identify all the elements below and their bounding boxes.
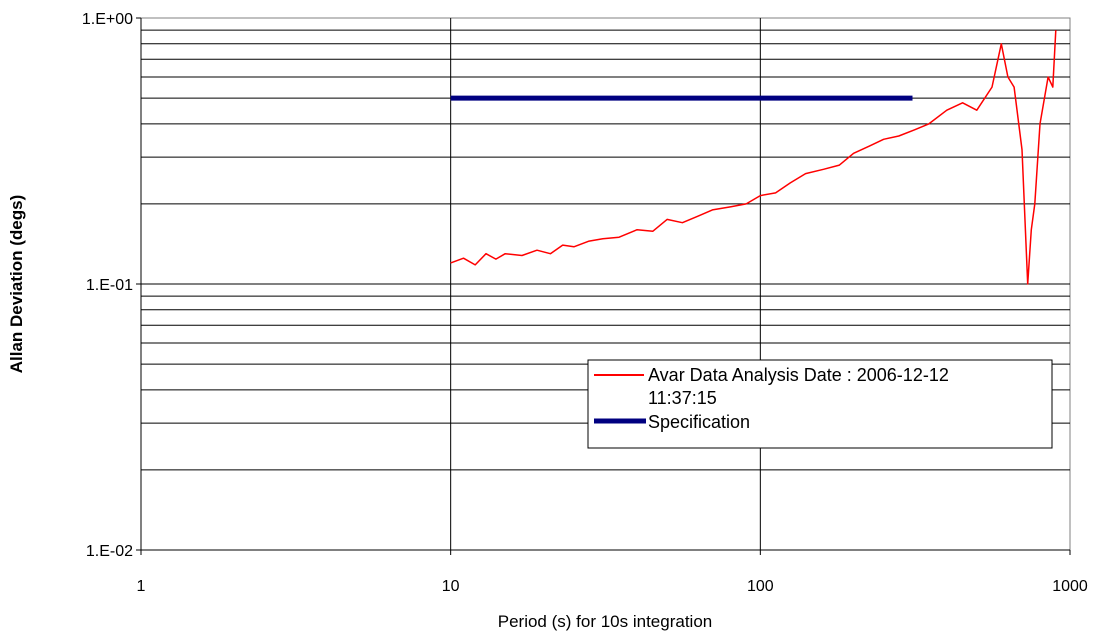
x-tick-label: 1000 (1052, 578, 1088, 595)
legend-label-specification: Specification (648, 412, 750, 432)
y-tick-label: 1.E-01 (86, 277, 133, 294)
legend-label-avar-line2: 11:37:15 (648, 388, 717, 408)
legend-label-avar-line1: Avar Data Analysis Date : 2006-12-12 (648, 365, 949, 385)
y-axis-title: Allan Deviation (degs) (7, 195, 26, 374)
x-tick-labels: 1 10 100 1000 (137, 550, 1088, 595)
avar-data-line (450, 30, 1057, 285)
x-tick-label: 10 (442, 578, 460, 595)
x-axis-title: Period (s) for 10s integration (498, 612, 713, 631)
grid-lines (140, 18, 1070, 551)
x-tick-label: 1 (137, 578, 146, 595)
y-tick-label: 1.E-02 (86, 543, 133, 560)
legend-box (587, 359, 1053, 449)
y-tick-labels: 1.E-02 1.E-01 1.E+00 (82, 11, 141, 560)
x-tick-label: 100 (747, 578, 774, 595)
y-tick-label: 1.E+00 (82, 11, 133, 28)
series-lines (450, 30, 1057, 285)
legend: Avar Data Analysis Date : 2006-12-12 11:… (587, 359, 1053, 449)
